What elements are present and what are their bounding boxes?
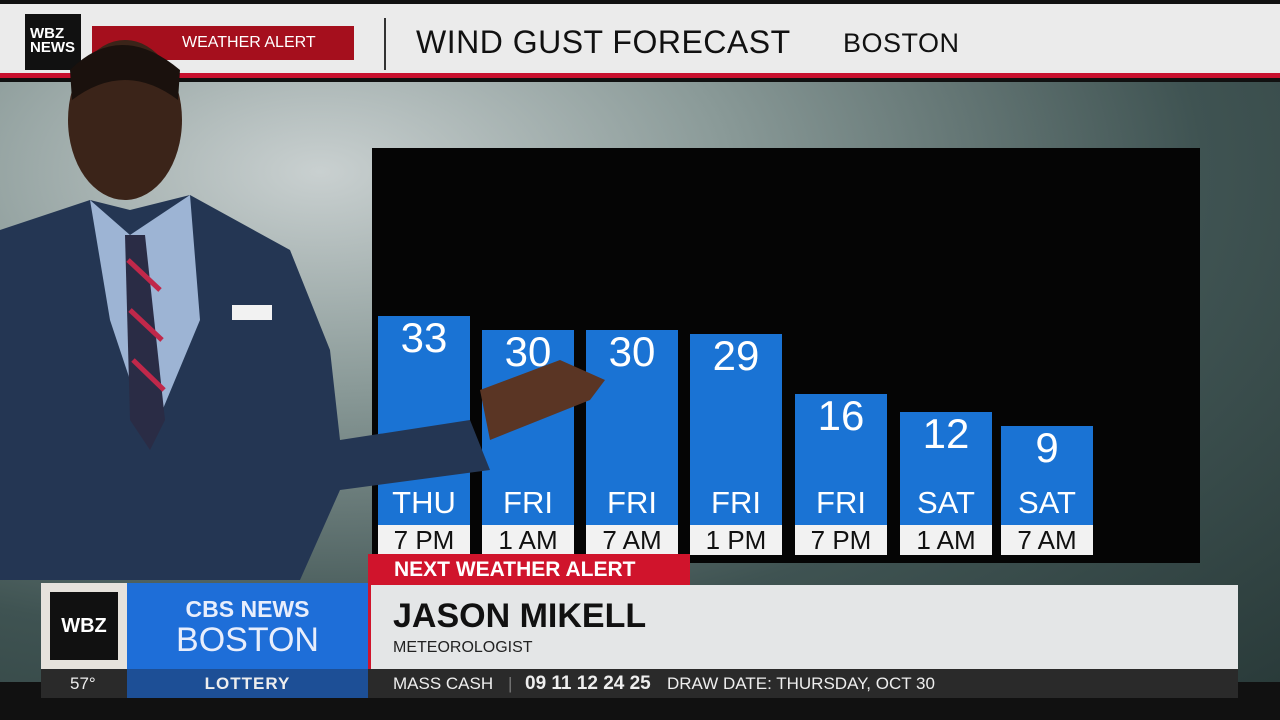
presenter-role: METEOROLOGIST: [393, 639, 533, 656]
time-label: 7 PM: [378, 525, 470, 555]
bar-value-label: 9: [1035, 423, 1059, 471]
name-plate: JASON MIKELL METEOROLOGIST: [368, 585, 1238, 669]
day-label: FRI: [503, 484, 553, 520]
bar: 30 FRI: [586, 327, 678, 525]
lottery-game: MASS CASH: [393, 674, 494, 693]
time-label: 7 AM: [586, 525, 678, 555]
network-name: CBS NEWS: [185, 596, 310, 622]
page-title: WIND GUST FORECAST: [416, 24, 791, 60]
bar: 12 SAT: [900, 410, 992, 525]
ticker-divider: |: [508, 674, 513, 693]
meteorologist-figure: [0, 40, 605, 580]
next-weather-alert-banner: NEXT WEATHER ALERT: [368, 554, 690, 585]
city-label: BOSTON: [843, 28, 960, 58]
day-label: THU: [392, 484, 456, 520]
wbz-news-logo: WBZ NEWS: [25, 14, 81, 70]
presenter-name: JASON MIKELL: [393, 597, 647, 635]
day-label: FRI: [607, 484, 657, 520]
bar-value-label: 30: [608, 327, 656, 375]
bar: 16 FRI: [795, 391, 887, 525]
draw-date: DRAW DATE: THURSDAY, OCT 30: [667, 674, 935, 693]
time-label: 1 PM: [690, 525, 782, 555]
cbs-news-boston-logo: CBS NEWS BOSTON: [127, 583, 368, 669]
ticker-section: LOTTERY: [127, 669, 368, 698]
lottery-numbers: 09 11 12 24 25: [525, 673, 651, 694]
day-label: SAT: [917, 484, 975, 520]
bar-value-label: 33: [400, 313, 448, 361]
time-label: 1 AM: [482, 525, 574, 555]
day-label: FRI: [711, 484, 761, 520]
bar: 29 FRI: [690, 332, 782, 525]
time-label: 7 PM: [795, 525, 887, 555]
wbz-logo-text: WBZ: [50, 592, 118, 660]
bar: 9 SAT: [1001, 423, 1093, 525]
day-label: FRI: [816, 484, 866, 520]
bar-value-label: 29: [712, 332, 760, 380]
bar-value-label: 12: [922, 410, 970, 458]
wbz-logo: WBZ: [41, 583, 127, 669]
bar: 33 THU: [378, 313, 470, 525]
time-label: 7 AM: [1001, 525, 1093, 555]
network-city: BOSTON: [176, 621, 319, 659]
divider: [384, 18, 386, 70]
ticker-bar: 57° LOTTERY MASS CASH | 09 11 12 24 25 D…: [41, 669, 1238, 698]
temperature: 57°: [70, 674, 96, 693]
time-label: 1 AM: [900, 525, 992, 555]
day-label: SAT: [1018, 484, 1076, 520]
bar-value-label: 16: [817, 391, 865, 439]
